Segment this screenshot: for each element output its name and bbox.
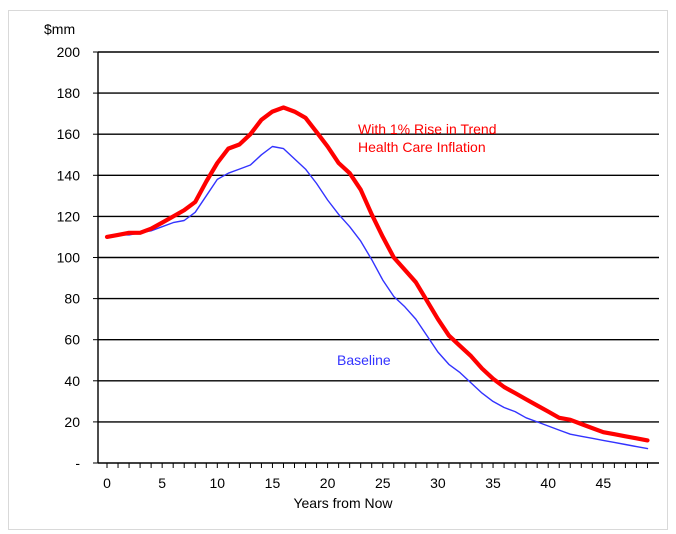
x-tick-label-5: 5 (158, 475, 166, 491)
chart-frame (8, 10, 668, 530)
x-tick-labels: 0 5 10 15 20 25 30 35 40 45 (103, 475, 611, 491)
y-tick-label-20: 20 (64, 414, 80, 430)
series-lines (104, 105, 650, 450)
series-labels: With 1% Rise in Trend Health Care Inflati… (337, 121, 497, 368)
y-tick-label-80: 80 (64, 291, 80, 307)
x-axis-label: Years from Now (293, 495, 393, 511)
series-label-with-1pct-rise: With 1% Rise in Trend (358, 121, 497, 137)
y-tick-label-200: 200 (57, 44, 81, 60)
y-tick-label-100: 100 (57, 250, 81, 266)
y-tick-label-120: 120 (57, 208, 81, 224)
y-tick-label-140: 140 (57, 167, 81, 183)
y-tick-label-40: 40 (64, 373, 80, 389)
x-tick-label-35: 35 (485, 475, 501, 491)
x-tick-label-25: 25 (375, 475, 391, 491)
x-tick-label-30: 30 (430, 475, 446, 491)
y-tick-labels: - 20 40 60 80 100 120 140 160 180 200 (57, 44, 81, 471)
series-line-with-1pct-rise (104, 105, 650, 443)
series-label-with-1pct-rise: Health Care Inflation (358, 139, 486, 155)
x-tick-label-10: 10 (210, 475, 226, 491)
y-tick-label-160: 160 (57, 126, 81, 142)
y-tick-label-180: 180 (57, 85, 81, 101)
x-tick-label-45: 45 (596, 475, 612, 491)
y-tick-label-60: 60 (64, 332, 80, 348)
series-line-baseline (106, 145, 649, 450)
x-tick-label-40: 40 (540, 475, 556, 491)
series-label-baseline: Baseline (337, 352, 391, 368)
x-tick-label-0: 0 (103, 475, 111, 491)
axes (93, 51, 659, 468)
y-tick-label-0: - (75, 455, 80, 471)
y-axis-unit-label: $mm (44, 21, 75, 37)
gridlines (98, 51, 659, 423)
x-tick-label-15: 15 (265, 475, 281, 491)
x-tick-label-20: 20 (320, 475, 336, 491)
